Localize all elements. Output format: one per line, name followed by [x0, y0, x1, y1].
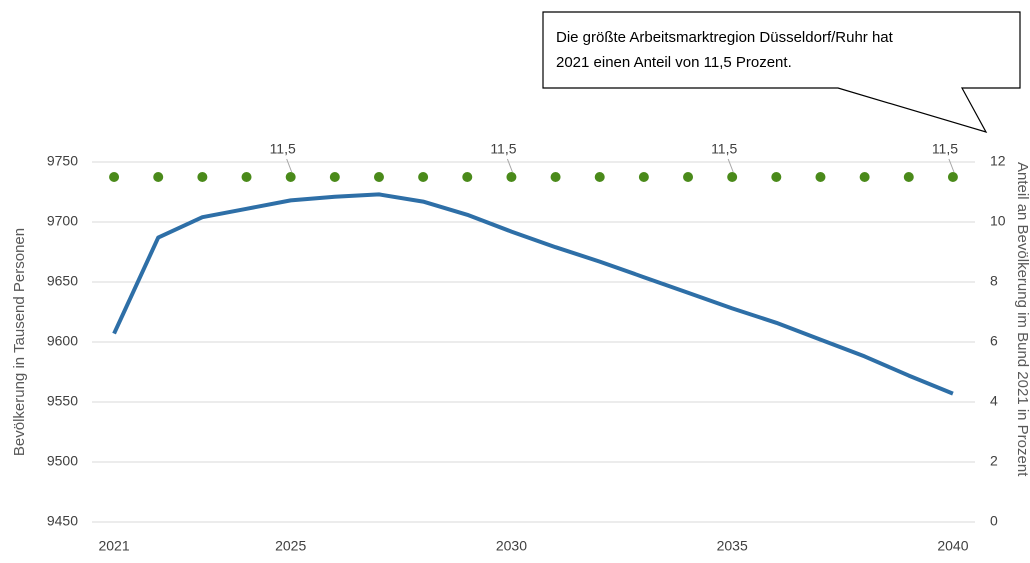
- annotation-line: Die größte Arbeitsmarktregion Düsseldorf…: [556, 29, 894, 46]
- label-leader: [286, 158, 293, 173]
- label-leader: [727, 158, 734, 173]
- dot: [153, 172, 164, 182]
- dot: [197, 172, 208, 182]
- data-label: 11,5: [270, 141, 296, 157]
- data-label: 11,5: [932, 141, 958, 157]
- dot: [859, 172, 870, 182]
- dot: [285, 172, 296, 182]
- dot: [815, 172, 826, 182]
- data-label: 11,5: [490, 141, 516, 157]
- line-series: [112, 192, 954, 396]
- label-leader: [948, 158, 955, 173]
- dot: [727, 172, 738, 182]
- dot: [109, 172, 120, 182]
- y-tick-label: 9450: [47, 513, 78, 529]
- dot: [550, 172, 561, 182]
- label-bg: [930, 140, 975, 160]
- y-axis-title: Bevölkerung in Tausend Personen: [11, 228, 28, 456]
- x-tick-label: 2025: [275, 538, 306, 554]
- dot: [462, 172, 473, 182]
- y2-tick-label: 12: [990, 153, 1006, 169]
- annotation-line: 2021 einen Anteil von 11,5 Prozent.: [556, 54, 792, 71]
- y2-axis-title: Anteil an Bevölkerung im Bund 2021 in Pr…: [1014, 162, 1030, 477]
- dot: [638, 172, 649, 182]
- label-bg: [489, 140, 534, 160]
- annotation-callout: [542, 11, 1021, 133]
- x-tick-label: 2040: [937, 538, 968, 554]
- dot: [903, 172, 914, 182]
- y2-tick-label: 2: [990, 453, 998, 469]
- y2-tick-label: 0: [990, 513, 998, 529]
- x-tick-label: 2021: [98, 538, 129, 554]
- y2-tick-label: 8: [990, 273, 998, 289]
- dot: [241, 172, 252, 182]
- y2-tick-label: 4: [990, 393, 998, 409]
- label-bg: [268, 140, 313, 160]
- y-tick-label: 9700: [47, 213, 78, 229]
- dot: [418, 172, 429, 182]
- dot: [683, 172, 694, 182]
- y-tick-label: 9600: [47, 333, 78, 349]
- dot: [373, 172, 384, 182]
- dot: [947, 172, 958, 182]
- y-tick-label: 9550: [47, 393, 78, 409]
- y2-tick-label: 6: [990, 333, 998, 349]
- label-leader: [506, 158, 513, 173]
- dot: [594, 172, 605, 182]
- y-tick-label: 9750: [47, 153, 78, 169]
- data-label: 11,5: [711, 141, 737, 157]
- y-tick-label: 9650: [47, 273, 78, 289]
- y-tick-label: 9500: [47, 453, 78, 469]
- dot: [506, 172, 517, 182]
- dot: [329, 172, 340, 182]
- label-bg: [710, 140, 755, 160]
- x-tick-label: 2035: [717, 538, 748, 554]
- y2-tick-label: 10: [990, 213, 1006, 229]
- dot: [771, 172, 782, 182]
- x-tick-label: 2030: [496, 538, 527, 554]
